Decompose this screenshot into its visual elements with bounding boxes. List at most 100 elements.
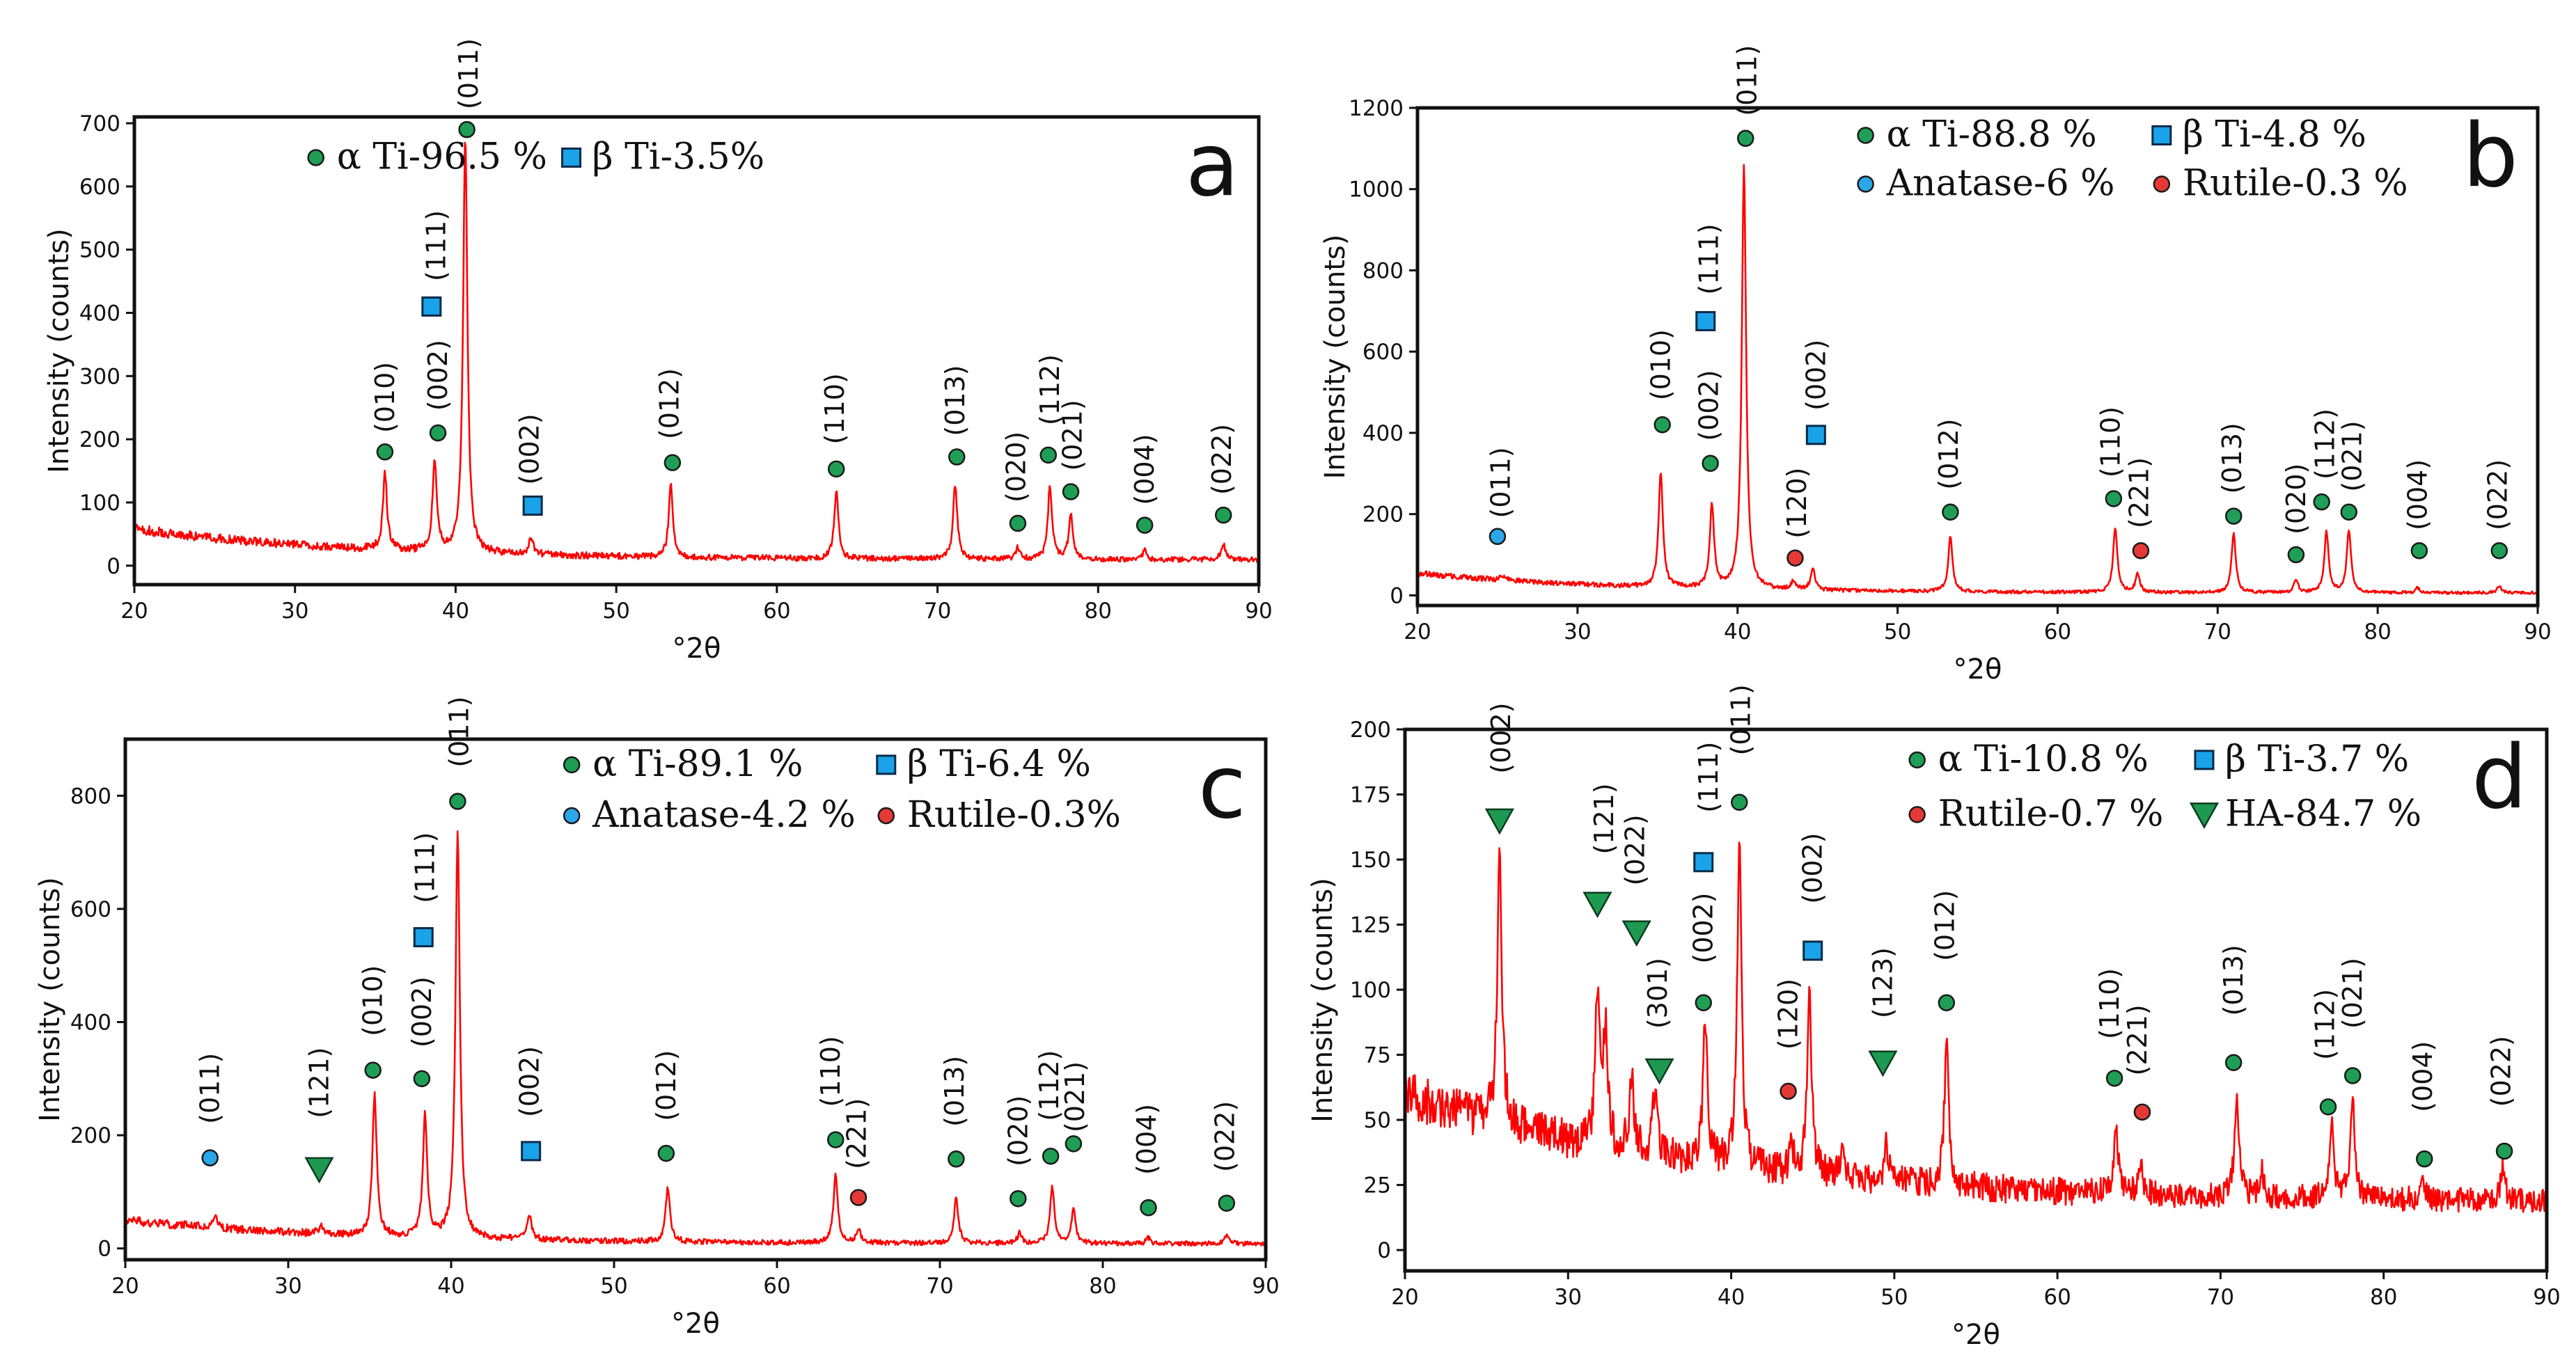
phase-marker-alpha [1654, 416, 1671, 434]
legend-entry: HA-84.7 % [2225, 793, 2421, 834]
y-tick-label: 200 [79, 427, 120, 452]
x-axis-label: °2θ [671, 1308, 720, 1340]
x-tick-label: 30 [1564, 619, 1591, 644]
legend-symbol-alpha [1908, 751, 1926, 769]
phase-marker-alpha [429, 424, 447, 442]
phase-marker-alpha [1065, 1135, 1083, 1153]
legend-entry: Anatase-4.2 % [592, 794, 856, 836]
phase-marker-ha [1621, 920, 1651, 947]
y-tick-label: 50 [1364, 1108, 1391, 1133]
hkl-label: (112) [1035, 354, 1065, 425]
y-tick-label: 0 [107, 554, 120, 579]
hkl-label: (002) [407, 976, 437, 1047]
hkl-label: (010) [1645, 329, 1676, 400]
legend-symbol-beta [876, 754, 897, 775]
y-tick-label: 100 [1350, 978, 1391, 1003]
legend-entry: α Ti-96.5 % [337, 136, 547, 177]
hkl-label: (120) [1782, 468, 1812, 539]
panel-c: 20 30 40 50 60 70 80 90 0 200 400 600 800 °2θ Intensit… [34, 696, 1280, 1340]
y-axis-label: Intensity (counts) [1307, 878, 1339, 1123]
y-tick-label: 150 [1350, 848, 1391, 873]
x-tick-label: 40 [442, 599, 469, 624]
phase-marker-ha [1644, 1058, 1674, 1085]
plot-frame [1403, 727, 2549, 1273]
phase-marker-beta [1805, 425, 1826, 445]
x-tick-label: 20 [120, 599, 148, 624]
hkl-label: (121) [1589, 783, 1619, 854]
hkl-label: (112) [1034, 1050, 1065, 1121]
y-tick-label: 800 [1362, 258, 1404, 283]
hkl-label: (002) [1486, 702, 1516, 773]
x-tick-label: 30 [274, 1274, 301, 1299]
plot-frame [1415, 106, 2540, 608]
x-tick-label: 80 [1085, 599, 1112, 624]
legend-symbol-anatase [1857, 175, 1874, 193]
hkl-label: (111) [1693, 742, 1724, 813]
hkl-label: (002) [1688, 892, 1719, 963]
hkl-label: (004) [2403, 459, 2433, 530]
panel-letter: a [1186, 113, 1239, 216]
hkl-label: (011) [1732, 45, 1763, 116]
hkl-label: (022) [1207, 424, 1237, 495]
panel-letter: b [2463, 104, 2518, 207]
phase-marker-alpha [2490, 541, 2508, 560]
hkl-label: (011) [1486, 447, 1516, 518]
hkl-label: (022) [2485, 1036, 2516, 1107]
x-tick-label: 60 [2044, 619, 2071, 644]
x-tick-label: 40 [437, 1274, 464, 1299]
hkl-label: (112) [2309, 409, 2340, 480]
legend-symbol-rutile [2153, 175, 2171, 193]
phase-marker-alpha [2105, 1069, 2123, 1087]
y-tick-label: 100 [79, 491, 120, 516]
phase-marker-alpha [657, 1144, 675, 1162]
phase-marker-beta [1693, 852, 1714, 873]
hkl-label: (021) [2337, 958, 2368, 1029]
hkl-label: (011) [1726, 684, 1757, 755]
x-tick-label: 70 [926, 1274, 953, 1299]
y-tick-label: 175 [1350, 783, 1391, 808]
phase-marker-alpha [458, 120, 476, 139]
legend-entry: β Ti-6.4 % [907, 743, 1091, 785]
phase-marker-anatase [201, 1149, 219, 1166]
phase-marker-alpha [1731, 793, 1748, 811]
hkl-label: (004) [2408, 1041, 2438, 1112]
hkl-label: (011) [444, 696, 475, 767]
legend-entry: β Ti-3.7 % [2225, 738, 2409, 780]
hkl-label: (221) [2122, 1004, 2153, 1075]
hkl-label: (120) [1773, 979, 1804, 1050]
hkl-label: (013) [2218, 944, 2249, 1015]
phase-marker-alpha [2287, 546, 2305, 564]
phase-marker-alpha [827, 460, 845, 478]
y-tick-label: 600 [1362, 340, 1404, 365]
hkl-label: (002) [423, 340, 453, 411]
hkl-label: (004) [1131, 1104, 1162, 1175]
hkl-label: (002) [515, 413, 545, 484]
phase-marker-alpha [2340, 503, 2358, 521]
hkl-label: (011) [195, 1053, 226, 1124]
phase-marker-alpha [1009, 514, 1027, 532]
hkl-label: (111) [1693, 223, 1724, 294]
x-axis-label: °2θ [673, 633, 721, 665]
x-tick-label: 50 [1884, 619, 1911, 644]
hkl-label: (221) [842, 1098, 872, 1169]
panel-b: 20 30 40 50 60 70 80 90 0 200 400 600 800 1000 1200 °2θ… [1319, 45, 2552, 686]
hkl-label: (021) [2337, 420, 2367, 491]
hkl-label: (012) [1929, 890, 1960, 961]
phase-marker-alpha [364, 1061, 382, 1079]
x-tick-label: 40 [1718, 1285, 1745, 1310]
hkl-label: (123) [1867, 947, 1898, 1018]
x-tick-label: 20 [1391, 1285, 1418, 1310]
phase-marker-alpha [2224, 1054, 2243, 1072]
phase-marker-rutile [849, 1189, 867, 1206]
xrd-pattern-line [1405, 841, 2547, 1213]
hkl-label: (012) [1933, 418, 1964, 489]
y-tick-label: 1000 [1349, 177, 1404, 203]
hkl-label: (021) [1057, 399, 1087, 470]
phase-marker-rutile [1780, 1082, 1797, 1100]
phase-marker-alpha [1062, 483, 1080, 500]
phase-marker-alpha [449, 793, 466, 810]
phase-marker-ha [1868, 1050, 1898, 1077]
phase-marker-beta [421, 296, 442, 317]
hkl-label: (111) [421, 210, 452, 281]
hkl-label: (221) [2124, 457, 2155, 528]
